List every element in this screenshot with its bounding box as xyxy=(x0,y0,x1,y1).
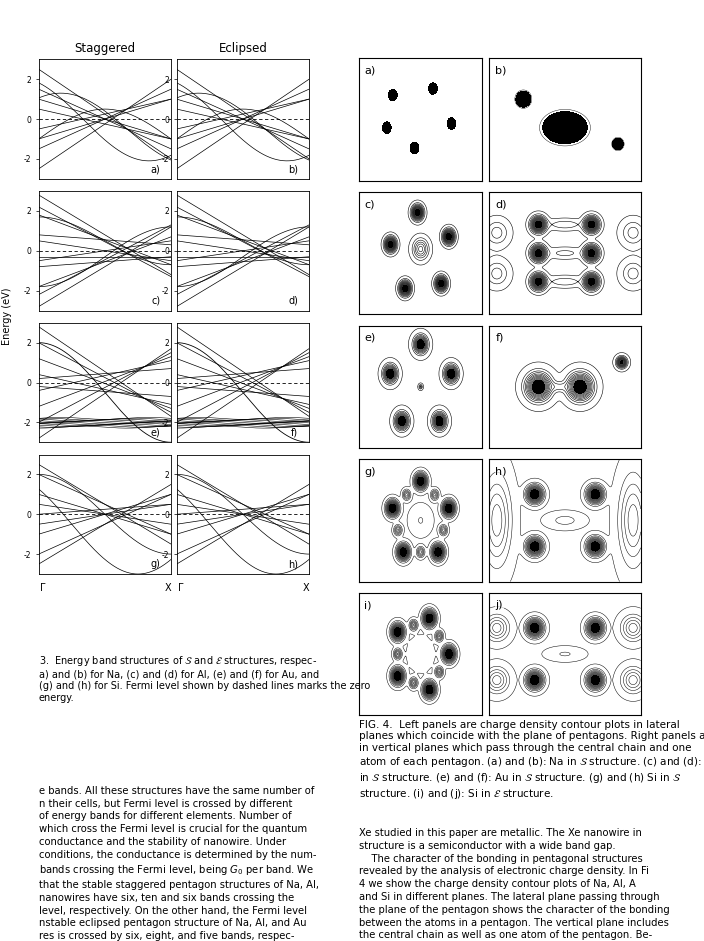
Text: Energy (eV): Energy (eV) xyxy=(2,288,12,345)
Text: e bands. All these structures have the same number of
n their cells, but Fermi l: e bands. All these structures have the s… xyxy=(39,786,319,941)
Text: h): h) xyxy=(496,467,507,476)
Text: $\Gamma$: $\Gamma$ xyxy=(177,581,184,593)
Text: b): b) xyxy=(289,164,298,174)
Text: 3.  Energy band structures of $\mathcal{S}$ and $\mathcal{E}$ structures, respec: 3. Energy band structures of $\mathcal{S… xyxy=(39,654,370,703)
Text: i): i) xyxy=(364,600,372,610)
Text: d): d) xyxy=(289,295,298,306)
Text: e): e) xyxy=(151,427,161,438)
Text: f): f) xyxy=(496,333,503,343)
Text: Xe studied in this paper are metallic. The Xe nanowire in
structure is a semicon: Xe studied in this paper are metallic. T… xyxy=(359,828,670,941)
Text: a): a) xyxy=(364,66,375,75)
Text: e): e) xyxy=(364,333,375,343)
Text: Eclipsed: Eclipsed xyxy=(218,41,268,55)
Text: j): j) xyxy=(496,600,503,610)
Text: d): d) xyxy=(496,199,507,209)
Text: g): g) xyxy=(364,467,375,476)
Text: Staggered: Staggered xyxy=(75,41,135,55)
Text: X: X xyxy=(302,582,309,593)
Text: FIG. 4.  Left panels are charge density contour plots in lateral
planes which co: FIG. 4. Left panels are charge density c… xyxy=(359,720,704,801)
Text: f): f) xyxy=(291,427,298,438)
Text: a): a) xyxy=(151,164,161,174)
Text: g): g) xyxy=(151,559,161,569)
Text: $\Gamma$: $\Gamma$ xyxy=(39,581,46,593)
Text: b): b) xyxy=(496,66,507,75)
Text: c): c) xyxy=(151,295,161,306)
Text: X: X xyxy=(164,582,171,593)
Text: h): h) xyxy=(289,559,298,569)
Text: c): c) xyxy=(364,199,375,209)
